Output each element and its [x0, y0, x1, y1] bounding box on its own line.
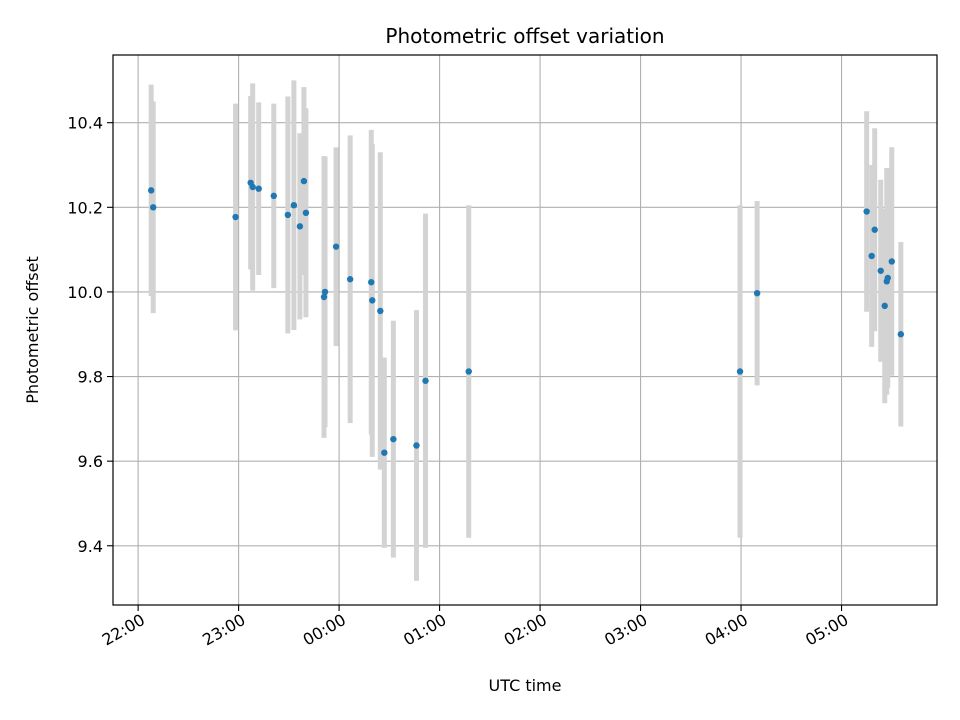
data-point — [390, 435, 397, 443]
y-tick-label: 9.6 — [78, 452, 103, 471]
x-tick-label: 05:00 — [802, 610, 851, 650]
data-points — [147, 177, 905, 456]
y-tick-label: 10.0 — [67, 283, 103, 302]
data-point — [868, 252, 875, 260]
x-tick-label: 01:00 — [400, 610, 449, 650]
x-tick-label: 22:00 — [99, 610, 148, 650]
data-point — [321, 288, 329, 296]
data-point — [284, 211, 292, 219]
x-tick-label: 00:00 — [300, 610, 349, 650]
grid-lines — [113, 55, 937, 605]
x-tick-label: 02:00 — [501, 610, 550, 650]
y-tick-label: 9.4 — [78, 537, 103, 556]
x-tick-label: 03:00 — [601, 610, 650, 650]
x-tick-label: 23:00 — [199, 610, 248, 650]
data-point — [320, 293, 328, 301]
x-axis-label: UTC time — [489, 676, 562, 695]
x-tick-label: 04:00 — [702, 610, 751, 650]
y-tick-label: 10.2 — [67, 198, 103, 217]
data-point — [249, 183, 256, 191]
data-point — [863, 208, 870, 215]
y-axis-label: Photometric offset — [23, 256, 42, 404]
data-point — [871, 226, 878, 233]
data-point — [346, 276, 354, 283]
error-bars — [148, 80, 904, 581]
data-point — [465, 368, 472, 375]
data-point — [232, 213, 239, 221]
data-point — [149, 204, 157, 211]
data-point — [884, 274, 891, 282]
data-point — [368, 278, 375, 286]
data-point — [881, 302, 888, 310]
data-point — [736, 368, 744, 375]
plot-frame — [112, 54, 938, 606]
data-point — [888, 258, 895, 265]
y-axis-ticks: 9.4 9.6 9.8 10.0 10.2 10.4 — [67, 114, 113, 556]
data-point — [422, 377, 429, 384]
y-tick-label: 10.4 — [67, 114, 103, 133]
data-point — [369, 297, 376, 304]
data-point — [147, 187, 155, 194]
data-point — [877, 267, 884, 274]
data-point — [302, 209, 310, 217]
data-point — [897, 331, 905, 338]
x-axis-ticks: 22:00 23:00 00:00 01:00 02:00 03:00 04:00 05:00 — [99, 605, 852, 650]
data-point — [332, 243, 340, 250]
data-point — [300, 177, 308, 185]
data-point — [255, 185, 262, 192]
chart-title: Photometric offset variation — [385, 24, 664, 48]
data-point — [290, 201, 298, 209]
data-point — [270, 192, 277, 200]
data-point — [377, 307, 384, 315]
data-point — [753, 289, 761, 297]
data-point — [296, 223, 304, 230]
data-point — [413, 442, 420, 449]
data-point — [381, 449, 388, 456]
y-tick-label: 9.8 — [78, 368, 103, 387]
